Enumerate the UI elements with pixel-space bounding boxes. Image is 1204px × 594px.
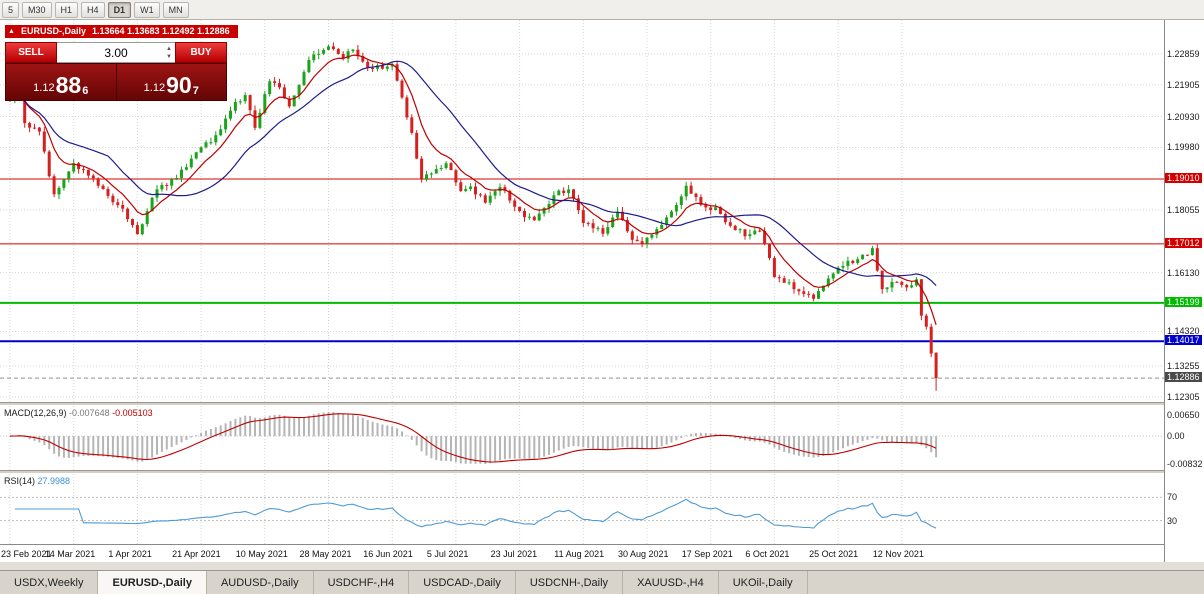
time-axis[interactable]: 23 Feb 2021 14 Mar 2021 1 Apr 2021 21 Apr 2… [0,544,1164,562]
one-click-trading-panel: SELL 3.00 ▲ ▼ BUY 1.12 88 6 1.12 90 7 [5,42,227,101]
date-tick-label: 11 Aug 2021 [554,549,605,559]
date-tick-label: 17 Sep 2021 [681,549,733,559]
timeframe-button-h4[interactable]: H4 [81,1,105,18]
timeframe-button-d1[interactable]: D1 [107,1,132,18]
timeframe-toolbar: 5 M30 H1 H4 D1 W1 MN [0,0,1204,20]
chart-ohlc-values: 1.13664 1.13683 1.12492 1.12886 [91,26,230,36]
macd-axis-label: -0.00832 [1167,458,1203,469]
date-tick-label: 28 May 2021 [299,549,352,559]
timeframe-button-h1[interactable]: H1 [54,1,79,18]
date-tick-label: 25 Oct 2021 [809,549,859,559]
chart-tab[interactable]: USDCNH-,Daily [516,571,624,594]
price-tick-label: 1.19980 [1167,142,1200,153]
status-strip [0,562,1204,570]
macd-main-value: -0.007648 [69,408,110,418]
price-tick-label: 1.20930 [1167,111,1200,122]
chart-tab[interactable]: UKOil-,Daily [719,571,808,594]
sell-button[interactable]: SELL [5,42,57,63]
date-tick-label: 6 Oct 2021 [745,549,790,559]
price-tick-label: 1.22859 [1167,48,1200,59]
buy-price-pips: 90 [166,72,192,98]
macd-name: MACD(12,26,9) [4,408,67,418]
level-price-label: 1.19010 [1165,172,1202,183]
price-tick-label: 1.12305 [1167,391,1200,402]
chart-tab[interactable]: USDX,Weekly [0,571,99,594]
chart-tab[interactable]: AUDUSD-,Daily [207,571,314,594]
date-tick-label: 12 Nov 2021 [872,549,924,559]
date-tick-label: 16 Jun 2021 [363,549,413,559]
rsi-line [14,498,937,529]
sell-price-display[interactable]: 1.12 88 6 [6,64,117,100]
volume-spinner[interactable]: ▲ ▼ [166,45,172,61]
date-tick-label: 23 Jul 2021 [490,549,538,559]
date-tick-label: 21 Apr 2021 [172,549,221,559]
macd-axis-label: 0.00 [1167,431,1185,442]
price-tick-label: 1.21905 [1167,79,1200,90]
level-price-label: 1.14017 [1165,335,1202,346]
chart-tab[interactable]: XAUUSD-,H4 [623,571,719,594]
up-arrow-icon: ▲ [8,27,15,35]
price-axis[interactable]: 1.22859 1.21905 1.20930 1.19980 1.18055 1.161… [1164,20,1204,562]
spinner-down-icon[interactable]: ▼ [166,54,172,60]
date-tick-label: 23 Feb 2021 [1,549,52,559]
price-tick-label: 1.14320 [1167,326,1200,337]
price-tick-label: 1.18055 [1167,205,1200,216]
timeframe-button-w1[interactable]: W1 [134,1,160,18]
macd-panel[interactable] [0,406,1164,470]
panel-divider[interactable] [0,402,1164,406]
sell-price-point: 6 [82,85,89,97]
macd-signal-value: -0.005103 [112,408,153,418]
buy-price-display[interactable]: 1.12 90 7 [117,64,227,100]
moving-average-line [9,60,937,287]
timeframe-button-m30[interactable]: M30 [22,1,52,18]
buy-price-prefix: 1.12 [143,82,166,94]
chart-tab-bar: USDX,Weekly EURUSD-,Daily AUDUSD-,Daily USD… [0,570,1204,594]
date-tick-label: 14 Mar 2021 [44,549,96,559]
timeframe-button-mn[interactable]: MN [162,1,189,18]
price-tick-label: 1.16130 [1167,267,1200,278]
rsi-axis-label: 70 [1167,492,1178,503]
level-price-label: 1.17012 [1165,237,1202,248]
sell-price-pips: 88 [55,72,82,98]
buy-button[interactable]: BUY [175,42,227,63]
rsi-panel[interactable] [0,474,1164,544]
volume-input[interactable]: 3.00 ▲ ▼ [57,42,175,63]
macd-axis-label: 0.00650 [1167,409,1200,420]
buy-price-point: 7 [192,85,199,97]
chart-symbol-label: EURUSD-,Daily [20,26,86,36]
moving-average-line [9,54,937,325]
sell-price-prefix: 1.12 [33,82,55,94]
macd-signal-line [9,413,937,463]
chart-tab[interactable]: USDCAD-,Daily [409,571,516,594]
chart-ohlc-header: ▲ EURUSD-,Daily 1.13664 1.13683 1.12492 … [5,25,238,38]
volume-value: 3.00 [104,45,128,60]
date-tick-label: 10 May 2021 [235,549,288,559]
level-price-label: 1.15199 [1165,296,1202,307]
spinner-up-icon[interactable]: ▲ [166,46,172,52]
date-tick-label: 30 Aug 2021 [618,549,669,559]
timeframe-button-5[interactable]: 5 [2,1,20,18]
rsi-axis-label: 30 [1167,515,1178,526]
chart-tab[interactable]: EURUSD-,Daily [98,571,207,594]
panel-divider[interactable] [0,470,1164,474]
current-price-label: 1.12886 [1165,372,1202,383]
rsi-name: RSI(14) [4,476,36,486]
rsi-label: RSI(14) 27.9988 [4,476,70,486]
rsi-value: 27.9988 [37,476,71,486]
candles-down [8,42,938,391]
chart-tab[interactable]: USDCHF-,H4 [314,571,410,594]
date-tick-label: 1 Apr 2021 [108,549,152,559]
date-tick-label: 5 Jul 2021 [426,549,469,559]
macd-label: MACD(12,26,9) -0.007648 -0.005103 [4,408,153,418]
price-tick-label: 1.13255 [1167,361,1200,372]
